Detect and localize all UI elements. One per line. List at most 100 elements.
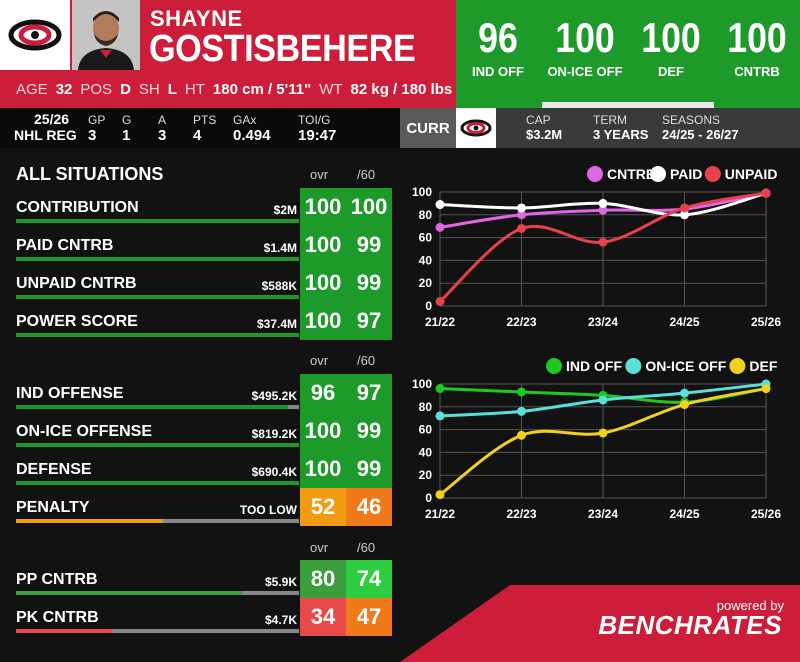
player-first-name: SHAYNE (150, 6, 243, 31)
row-per60-score: 99 (346, 450, 392, 488)
cap-value: $3.2M (526, 127, 563, 142)
row-ovr-score: 100 (300, 450, 346, 488)
y-tick-label: 40 (419, 445, 433, 459)
contract-details (496, 108, 800, 148)
powered-by-text: powered by (716, 598, 784, 613)
contract-current-label: CURR (400, 108, 456, 148)
gp-label: GP (88, 113, 106, 127)
data-point (435, 200, 445, 210)
data-point (761, 384, 771, 394)
term-label: TERM (593, 113, 627, 127)
row-label: PENALTY (16, 499, 90, 516)
toi-label: TOI/G (298, 113, 331, 127)
row-bar-track (16, 333, 299, 337)
x-tick-label: 22/23 (506, 507, 536, 521)
row-ovr-score: 34 (300, 598, 346, 636)
x-tick-label: 23/24 (588, 507, 618, 521)
row-per60-score: 99 (346, 264, 392, 302)
sh-label: SH (138, 80, 160, 98)
league-label: NHL REG (14, 127, 77, 143)
hurricanes-logo-icon (460, 119, 492, 137)
pos-label: POS (80, 80, 113, 98)
col-header-per60: /60 (357, 167, 376, 182)
col-header-ovr: ovr (310, 353, 329, 368)
stat-on-ice-off: 100 ON-ICE OFF (545, 14, 625, 79)
legend-label: ON-ICE OFF (645, 358, 726, 374)
row-bar-track (16, 443, 299, 447)
row-label: IND OFFENSE (16, 385, 124, 402)
data-point (517, 387, 526, 397)
legend-swatch (587, 166, 603, 182)
row-bar-fill (16, 443, 299, 447)
row-ovr-score: 80 (300, 560, 346, 598)
row-bar-fill (16, 333, 299, 337)
row-per60-score: 97 (346, 374, 392, 412)
row-ovr-score: 100 (300, 188, 346, 226)
data-point (517, 406, 526, 416)
x-tick-label: 21/22 (425, 507, 455, 521)
brand-logo: BENCHRATES (598, 610, 782, 640)
row-value: $37.4M (256, 317, 297, 331)
wt-label: WT (319, 80, 343, 98)
y-tick-label: 80 (419, 400, 433, 414)
data-point (517, 223, 526, 233)
stat-bar-cntrb (714, 102, 800, 108)
data-point (680, 400, 689, 410)
row-bar-fill (16, 295, 299, 299)
data-point (517, 203, 526, 213)
section-title: ALL SITUATIONS (16, 164, 164, 184)
legend-label: PAID (670, 166, 702, 182)
row-value: $2M (273, 203, 297, 217)
row-bar-track (16, 257, 299, 261)
row-bar-fill (16, 257, 299, 261)
legend-label: CNTRB (607, 166, 656, 182)
g-label: G (122, 113, 132, 127)
stat-ind-off: 96 IND OFF (458, 14, 538, 79)
row-label: CONTRIBUTION (16, 199, 139, 216)
data-point (598, 428, 608, 438)
a-value: 3 (158, 127, 167, 144)
ht-label: HT (184, 80, 205, 98)
row-label: UNPAID CNTRB (16, 275, 137, 292)
gax-value: 0.494 (233, 127, 271, 144)
stat-label: ON-ICE OFF (547, 64, 623, 79)
stat-bar-ind-off (456, 102, 542, 108)
player-bio: AGE 32 POS D SH L HT 180 cm / 5'11" WT 82 kg … (0, 70, 456, 108)
player-avatar-icon (72, 0, 140, 70)
legend-swatch (704, 166, 721, 182)
x-tick-label: 25/26 (751, 507, 781, 521)
x-tick-label: 25/26 (751, 315, 781, 329)
row-bar-fill (16, 405, 288, 409)
row-per60-score: 47 (346, 598, 392, 636)
row-ovr-score: 100 (300, 226, 346, 264)
stat-label: IND OFF (472, 64, 524, 79)
y-tick-label: 60 (419, 231, 433, 245)
legend-label: DEF (749, 358, 777, 374)
data-point (761, 188, 771, 198)
hurricanes-logo-icon (8, 19, 62, 51)
term-value: 3 YEARS (593, 127, 649, 142)
legend-label: UNPAID (725, 166, 778, 182)
y-tick-label: 100 (412, 377, 432, 391)
row-ovr-score: 100 (300, 302, 346, 340)
gp-value: 3 (88, 127, 97, 144)
row-bar-track (16, 519, 299, 523)
g-value: 1 (122, 127, 131, 144)
row-bar-fill (16, 629, 113, 633)
gax-label: GAx (233, 113, 257, 127)
row-value: $5.9K (264, 575, 297, 589)
x-tick-label: 22/23 (506, 315, 536, 329)
x-tick-label: 21/22 (425, 315, 455, 329)
chart-contribution: 0 20 40 60 80 100 21/22 22/23 23/24 24/25 25/26 UNP… (412, 166, 781, 329)
x-tick-label: 24/25 (669, 507, 699, 521)
y-tick-label: 80 (419, 208, 433, 222)
row-ovr-score: 100 (300, 412, 346, 450)
cap-label: CAP (526, 113, 551, 127)
stat-def: 100 DEF (631, 14, 711, 79)
row-ovr-score: 100 (300, 264, 346, 302)
row-bar-track (16, 629, 299, 633)
pos-value: D (120, 80, 131, 98)
player-last-name: GOSTISBEHERE (149, 28, 416, 70)
chart-offense-defense: 0 20 40 60 80 100 21/22 22/23 23/24 24/25 25/26 DEF… (412, 358, 781, 521)
data-point (680, 210, 689, 220)
